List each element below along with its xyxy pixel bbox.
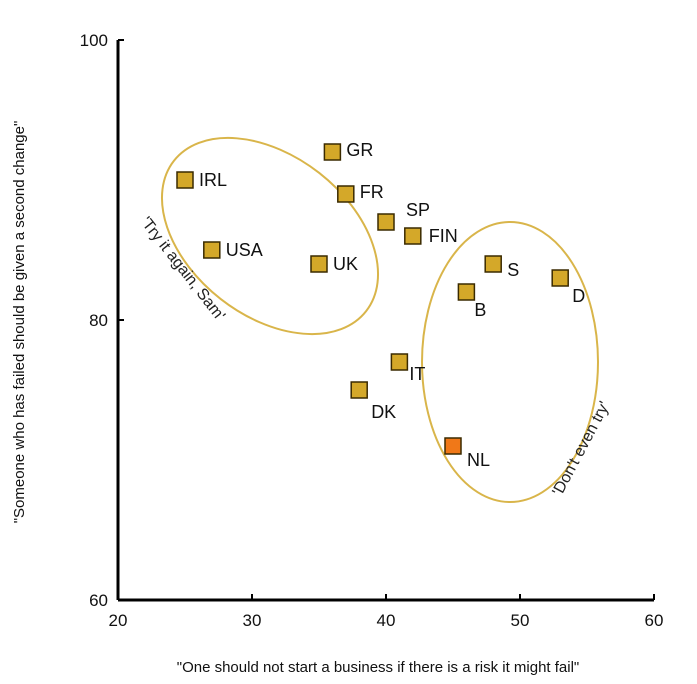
point-label-b: B [474, 300, 486, 320]
point-label-uk: UK [333, 254, 358, 274]
axes: 20 30 40 50 60 60 80 100 [80, 31, 664, 630]
x-tick-label: 30 [243, 611, 262, 630]
point-label-fr: FR [360, 182, 384, 202]
x-axis-title: "One should not start a business if ther… [177, 659, 580, 676]
x-tick-label: 40 [377, 611, 396, 630]
y-tick-label: 60 [89, 591, 108, 610]
data-point-usa [204, 242, 220, 258]
data-point-uk [311, 256, 327, 272]
point-labels: IRL USA GR FR SP FIN UK S D B IT DK NL [199, 140, 585, 470]
data-point-fin [405, 228, 421, 244]
x-tick-label: 60 [645, 611, 664, 630]
data-point-fr [338, 186, 354, 202]
point-label-s: S [507, 260, 519, 280]
y-axis-title: "Someone who has failed should be given … [11, 121, 28, 524]
y-tick-label: 80 [89, 311, 108, 330]
point-label-dk: DK [371, 402, 396, 422]
data-point-d [552, 270, 568, 286]
data-point-b [458, 284, 474, 300]
point-label-gr: GR [346, 140, 373, 160]
x-tick-label: 20 [109, 611, 128, 630]
data-point-it [391, 354, 407, 370]
point-label-d: D [572, 286, 585, 306]
point-label-nl: NL [467, 450, 490, 470]
point-label-sp: SP [406, 200, 430, 220]
point-label-usa: USA [226, 240, 263, 260]
group-annotation-dont-try: 'Don't even try' [550, 399, 614, 499]
x-tick-label: 50 [511, 611, 530, 630]
y-tick-label: 100 [80, 31, 108, 50]
point-label-it: IT [409, 364, 425, 384]
data-point-s [485, 256, 501, 272]
group-annotation-try-again: 'Try it again, Sam' [137, 214, 228, 324]
point-label-irl: IRL [199, 170, 227, 190]
data-point-dk [351, 382, 367, 398]
data-point-irl [177, 172, 193, 188]
data-point-gr [324, 144, 340, 160]
point-label-fin: FIN [429, 226, 458, 246]
data-point-sp [378, 214, 394, 230]
data-point-nl [445, 438, 461, 454]
